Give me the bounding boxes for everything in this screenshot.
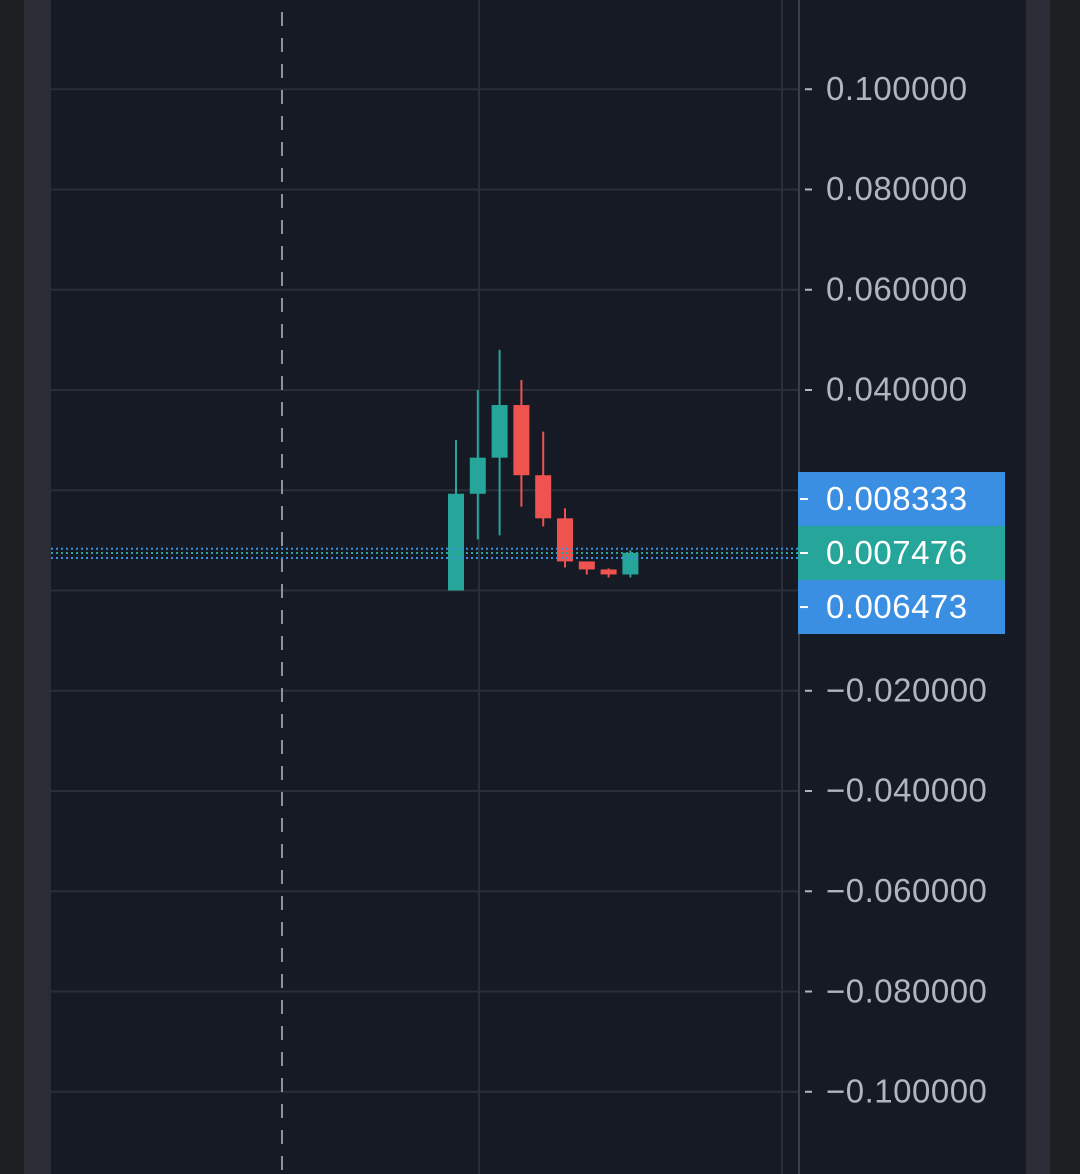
- price-label-box: [798, 580, 1005, 635]
- plot: [51, 349, 799, 591]
- candle-body: [513, 405, 530, 476]
- right-rail: [1026, 0, 1050, 1174]
- candle-body: [469, 457, 486, 494]
- y-tick-label: 0.120000: [826, 0, 968, 7]
- price-label: 0.007476: [826, 534, 968, 571]
- candle-body: [578, 561, 595, 570]
- price-label-box: [798, 526, 1005, 581]
- y-tick-label: −0.040000: [826, 772, 987, 809]
- y-tick-label: 0.040000: [826, 371, 968, 408]
- y-tick-label: −0.100000: [826, 1073, 987, 1110]
- price-label: 0.006473: [826, 588, 968, 625]
- candle-body: [448, 493, 464, 591]
- price-label: 0.008333: [826, 480, 968, 517]
- price-label-box: [798, 472, 1005, 527]
- candle-body: [491, 405, 508, 458]
- y-tick-label: 0.080000: [826, 170, 968, 207]
- y-tick-label: 0.100000: [826, 70, 968, 107]
- candle-body: [622, 552, 639, 575]
- candle-body: [535, 475, 552, 519]
- y-tick-label: 0.060000: [826, 270, 968, 307]
- y-tick-label: −0.020000: [826, 671, 987, 708]
- left-rail: [24, 0, 51, 1174]
- grid: [51, 88, 799, 1093]
- y-tick-label: −0.060000: [826, 872, 987, 909]
- y-tick-label: −0.080000: [826, 972, 987, 1009]
- price-axis: 0.120000 0.100000 0.080000 0.060000 0.040000…: [798, 0, 1005, 1110]
- candle-body: [600, 569, 617, 575]
- candle-body: [557, 518, 573, 562]
